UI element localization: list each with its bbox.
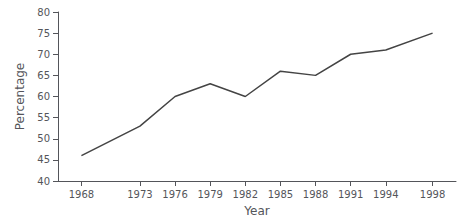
svg-text:1988: 1988 — [303, 189, 328, 200]
svg-text:Percentage: Percentage — [13, 63, 27, 131]
svg-text:1998: 1998 — [420, 189, 445, 200]
svg-text:1979: 1979 — [197, 189, 222, 200]
svg-text:1968: 1968 — [69, 189, 94, 200]
svg-text:80: 80 — [37, 7, 50, 18]
svg-text:1991: 1991 — [338, 189, 363, 200]
svg-text:50: 50 — [37, 133, 50, 144]
svg-text:1973: 1973 — [127, 189, 152, 200]
svg-text:1985: 1985 — [268, 189, 293, 200]
svg-text:1994: 1994 — [373, 189, 398, 200]
svg-text:1976: 1976 — [162, 189, 187, 200]
svg-text:1982: 1982 — [233, 189, 258, 200]
svg-text:Year: Year — [243, 204, 269, 218]
svg-text:65: 65 — [37, 70, 50, 81]
svg-text:40: 40 — [37, 176, 50, 187]
svg-text:45: 45 — [37, 154, 50, 165]
svg-text:70: 70 — [37, 49, 50, 60]
svg-text:75: 75 — [37, 28, 50, 39]
svg-text:55: 55 — [37, 112, 50, 123]
svg-text:60: 60 — [37, 91, 50, 102]
